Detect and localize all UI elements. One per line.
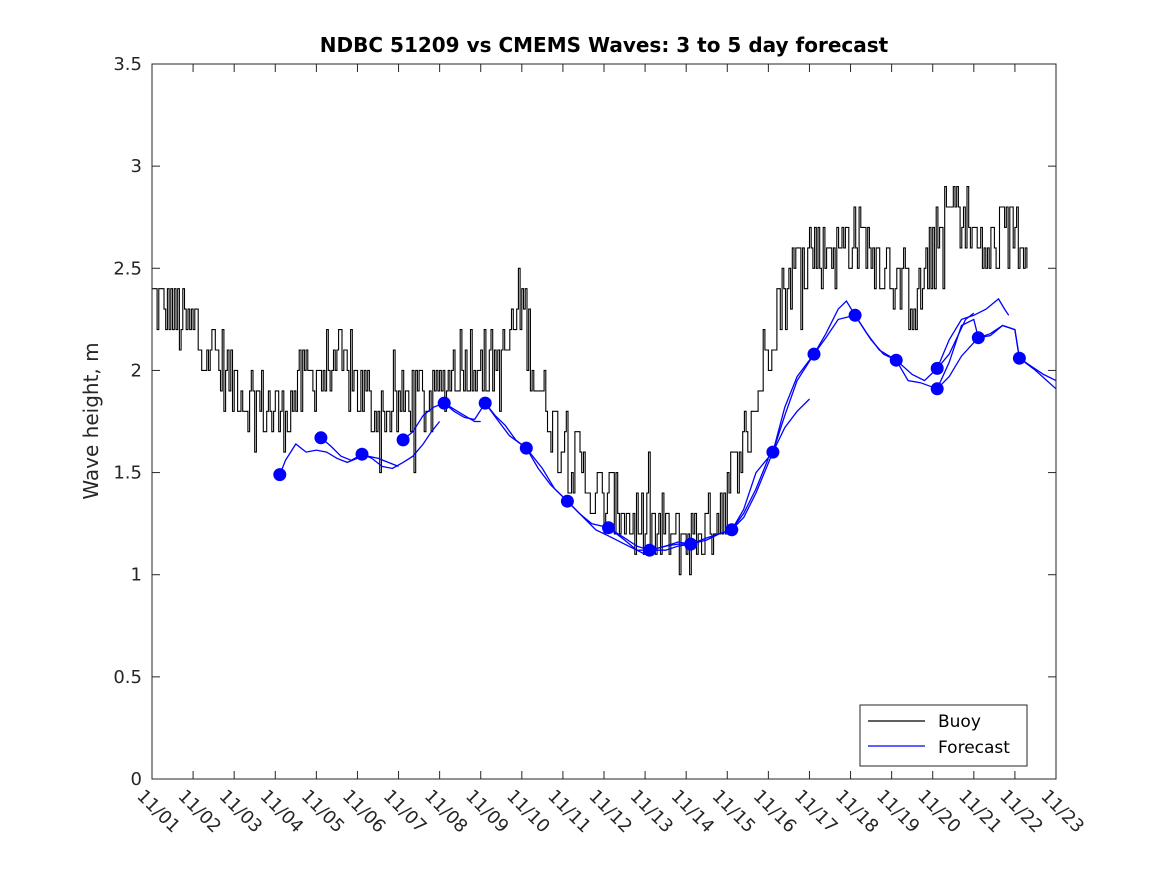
x-tick-label: 11/19 <box>872 786 924 838</box>
legend: Buoy Forecast <box>859 704 1028 767</box>
forecast-point <box>602 521 615 535</box>
forecast-point <box>437 396 451 410</box>
x-tick-label: 11/06 <box>338 786 390 838</box>
forecast-run-line <box>443 402 481 423</box>
x-tick-label: 11/21 <box>954 786 1006 838</box>
forecast-point <box>930 361 944 375</box>
x-tick-label: 11/16 <box>749 786 801 838</box>
forecast-point <box>478 396 492 410</box>
x-tick-label: 11/10 <box>502 786 554 838</box>
y-tick-label: 3.5 <box>113 54 142 75</box>
forecast-run-line <box>525 447 691 551</box>
y-tick-label: 2 <box>131 360 142 381</box>
y-axis-label: Wave height, m <box>79 342 103 499</box>
forecast-run-line <box>731 312 975 531</box>
forecast-point <box>273 468 287 482</box>
forecast-point <box>971 331 985 345</box>
y-tick-label: 1.5 <box>113 463 142 484</box>
x-tick-label: 11/17 <box>790 786 842 838</box>
forecast-run-line <box>279 443 399 475</box>
x-tick-label: 11/09 <box>461 786 513 838</box>
forecast-point <box>396 433 410 447</box>
x-tick-label: 11/04 <box>256 786 308 838</box>
forecast-point <box>848 308 862 322</box>
forecast-point <box>725 523 739 537</box>
x-tick-label: 11/02 <box>174 786 226 838</box>
x-tick-label: 11/18 <box>831 786 883 838</box>
y-tick-label: 2.5 <box>113 258 142 279</box>
y-tick-label: 1 <box>131 565 142 586</box>
x-tick-label: 11/05 <box>297 786 349 838</box>
legend-label-forecast: Forecast <box>938 738 1010 758</box>
chart-title: NDBC 51209 vs CMEMS Waves: 3 to 5 day fo… <box>320 33 889 57</box>
forecast-point <box>684 537 698 551</box>
x-tick-label: 11/08 <box>420 786 472 838</box>
forecast-point <box>519 441 533 455</box>
x-tick-label: 11/13 <box>626 786 678 838</box>
x-tick-label: 11/03 <box>215 786 267 838</box>
x-tick-label: 11/11 <box>543 786 595 838</box>
buoy-line <box>152 186 1028 576</box>
legend-box <box>859 704 1028 767</box>
x-tick-label: 11/23 <box>1036 786 1088 838</box>
forecast-point <box>807 347 821 361</box>
x-tick-label: 11/12 <box>584 786 636 838</box>
y-tick-label: 3 <box>131 156 142 177</box>
forecast-point <box>314 431 328 445</box>
forecast-point <box>560 494 574 508</box>
x-tick-label: 11/01 <box>132 786 184 838</box>
forecast-run-line <box>936 297 1010 369</box>
forecast-point <box>766 445 780 459</box>
forecast-run-line <box>936 318 1057 390</box>
forecast-point <box>355 447 369 461</box>
forecast-point <box>889 353 903 367</box>
x-tick-label: 11/22 <box>995 786 1047 838</box>
x-tick-label: 11/15 <box>708 786 760 838</box>
forecast-point <box>643 543 657 557</box>
legend-label-buoy: Buoy <box>938 712 981 732</box>
x-tick-label: 11/07 <box>379 786 431 838</box>
y-tick-label: 0.5 <box>113 667 142 688</box>
series-layer <box>152 186 1057 576</box>
forecast-run-line <box>402 401 527 449</box>
forecast-run-line <box>320 421 441 470</box>
forecast-point <box>1012 351 1026 365</box>
forecast-point <box>930 382 944 396</box>
x-tick-label: 11/14 <box>667 786 719 838</box>
y-tick-label: 0 <box>131 769 142 790</box>
x-tick-label: 11/20 <box>913 786 965 838</box>
